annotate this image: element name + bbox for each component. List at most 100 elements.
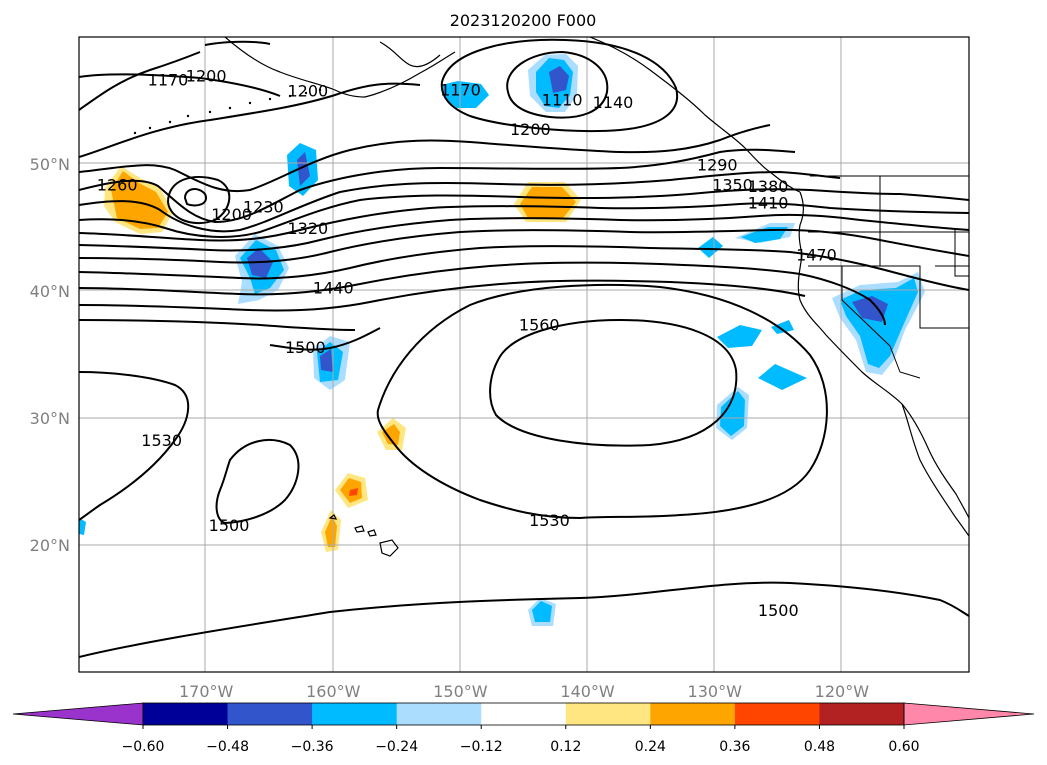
contour-label: 1560	[519, 315, 560, 334]
contour-line	[166, 176, 231, 225]
contour-line	[79, 170, 841, 233]
contour-label: 1530	[141, 431, 182, 450]
colorbar-tick-label: 0.24	[635, 739, 666, 755]
contour-line	[79, 261, 886, 326]
contour-label: 1170	[440, 80, 481, 99]
contour-label: 1110	[542, 91, 583, 110]
contour-line	[183, 188, 208, 207]
colorbar-tick-label: −0.12	[460, 739, 503, 755]
anomaly-region-tropical-core	[532, 601, 552, 622]
colorbar-segment	[143, 703, 229, 725]
colorbar-tick-label: 0.12	[550, 739, 581, 755]
anomaly-region-offshore-1	[698, 237, 723, 258]
contour-line	[79, 319, 356, 331]
contour-line	[79, 73, 281, 97]
contour-line	[204, 40, 271, 46]
anomaly-region-subtropical-west-core	[382, 424, 400, 445]
contour-line	[79, 188, 969, 238]
coastline-alaska	[224, 37, 366, 98]
contour-label: 1500	[758, 601, 799, 620]
anomaly-region-mid-pacific-core	[520, 187, 576, 218]
contour-line	[489, 318, 738, 447]
contour-label: 1200	[287, 82, 328, 101]
colorbar-tick-label: 0.48	[804, 739, 835, 755]
contour-label: 1500	[209, 516, 250, 535]
contour-line	[79, 124, 771, 192]
contour-line	[79, 581, 969, 658]
lat-tick-label: 40°N	[30, 282, 70, 301]
contour-label: 1230	[243, 197, 284, 216]
colorbar-segment	[650, 703, 736, 725]
coastline-baja	[901, 403, 969, 537]
contour-line	[79, 202, 969, 242]
shaded-anomaly-regions	[79, 54, 925, 626]
contour-line	[79, 213, 969, 252]
figure-title: 2023120200 F000	[450, 11, 597, 30]
contour-line	[79, 82, 421, 158]
contour-line	[79, 228, 969, 264]
coastlines	[133, 37, 969, 557]
colorbar-segment	[481, 703, 567, 725]
contour-label: 1200	[211, 205, 252, 224]
contour-label: 1200	[186, 66, 227, 85]
colorbar-tick-label: −0.36	[291, 739, 334, 755]
contour-label: 1140	[593, 93, 634, 112]
anomaly-region-edge	[79, 518, 86, 535]
anomaly-region-offshore-4	[758, 364, 807, 390]
anomaly-region-aleutian-core	[297, 152, 310, 186]
lat-tick-label: 30°N	[30, 409, 70, 428]
latitude-tick-labels: 50°N 40°N 30°N 20°N	[30, 155, 70, 555]
height-contours	[79, 38, 969, 658]
colorbar-segment	[819, 703, 905, 725]
contour-label: 1290	[697, 155, 738, 174]
colorbar-extension-high	[903, 702, 1035, 726]
coastline-washington-oregon	[797, 254, 827, 336]
colorbar-tick-label: −0.60	[122, 739, 165, 755]
anomaly-region-gulf-alaska-center	[549, 66, 569, 93]
political-borders	[808, 175, 969, 379]
colorbar-segment	[396, 703, 482, 725]
contour-label: 1410	[748, 193, 789, 212]
contour-label: 1380	[748, 177, 789, 196]
contour-label: 1200	[510, 120, 551, 139]
anomaly-region-central-pacific-center	[320, 349, 333, 372]
colorbar-tick-label: −0.48	[206, 739, 249, 755]
lon-tick-label: 120°W	[815, 682, 870, 701]
anomaly-region-oregon-coast-core	[741, 227, 788, 243]
aleutian-islands	[133, 88, 322, 135]
lon-tick-label: 130°W	[688, 682, 743, 701]
contour-line	[79, 51, 201, 111]
colorbar-tick-label: 0.36	[719, 739, 750, 755]
contour-line	[376, 283, 828, 520]
anomaly-region-offshore-2	[717, 325, 762, 348]
coastline-bc	[798, 191, 804, 256]
anomaly-region-hawaii-core	[325, 516, 337, 547]
colorbar-segment	[565, 703, 651, 725]
lat-tick-label: 20°N	[30, 536, 70, 555]
coastline-alaska-south	[379, 41, 441, 68]
colorbar-tick-label: 0.60	[888, 739, 919, 755]
anomaly-region-offshore-3	[771, 320, 794, 334]
lon-tick-label: 160°W	[306, 682, 361, 701]
contour-label: 1170	[148, 70, 189, 89]
coastline-panhandle	[744, 147, 801, 193]
lon-tick-label: 150°W	[433, 682, 488, 701]
contour-label: 1260	[97, 176, 138, 195]
longitude-tick-labels: 170°W 160°W 150°W 140°W 130°W 120°W	[179, 682, 869, 701]
contour-line	[79, 371, 190, 521]
contour-label: 1500	[285, 338, 326, 357]
contour-line	[79, 245, 969, 291]
coastline-california	[825, 334, 969, 519]
anomaly-region-north-pacific	[441, 81, 489, 108]
colorbar-segment	[227, 703, 313, 725]
lon-tick-label: 140°W	[560, 682, 615, 701]
lon-tick-label: 170°W	[179, 682, 234, 701]
coastline-alaska-gulf	[589, 37, 746, 149]
contour-line	[269, 327, 381, 351]
contour-label: 1440	[313, 279, 354, 298]
anomaly-region-bering-core	[111, 171, 168, 229]
hawaiian-islands	[328, 514, 399, 557]
